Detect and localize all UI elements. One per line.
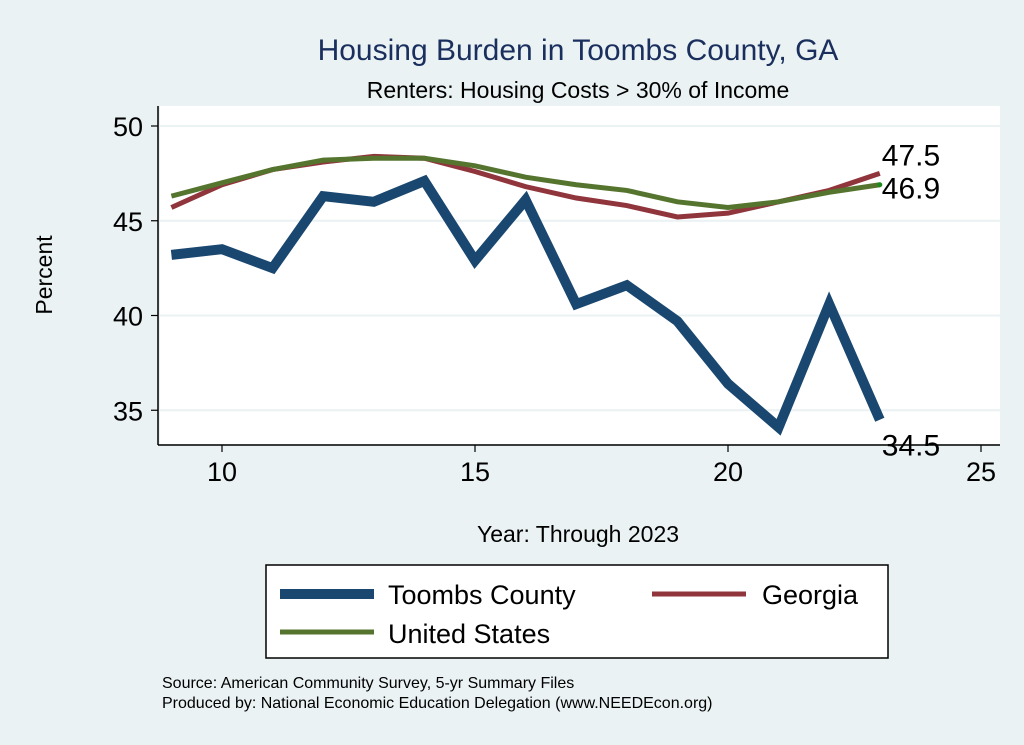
x-axis-label: Year: Through 2023 [477, 521, 679, 547]
y-tick-label: 50 [113, 112, 143, 142]
producer-note: Produced by: National Economic Education… [162, 695, 713, 712]
source-note: Source: American Community Survey, 5-yr … [162, 675, 574, 692]
end-label-0: 34.5 [882, 430, 940, 463]
x-tick-label: 15 [460, 457, 490, 487]
end-label-2: 46.9 [882, 173, 940, 206]
us-end-marker [877, 182, 883, 188]
legend-label-georgia: Georgia [762, 580, 859, 610]
series-line-0 [170, 174, 885, 436]
y-axis-label: Percent [31, 235, 57, 315]
x-tick-label: 20 [713, 457, 743, 487]
chart-subtitle: Renters: Housing Costs > 30% of Income [367, 77, 790, 103]
series-line-2 [170, 155, 881, 211]
end-label-1: 47.5 [882, 139, 940, 172]
legend-label-toombs: Toombs County [388, 580, 576, 610]
y-tick-label: 40 [113, 302, 143, 332]
x-tick-label: 25 [966, 457, 996, 487]
legend-label-us: United States [388, 619, 550, 649]
x-tick-label: 10 [207, 457, 237, 487]
chart-title: Housing Burden in Toombs County, GA [318, 34, 839, 67]
plot-area [160, 106, 1000, 444]
y-tick-label: 35 [113, 396, 143, 426]
y-tick-label: 45 [113, 207, 143, 237]
legend-box [265, 564, 889, 659]
